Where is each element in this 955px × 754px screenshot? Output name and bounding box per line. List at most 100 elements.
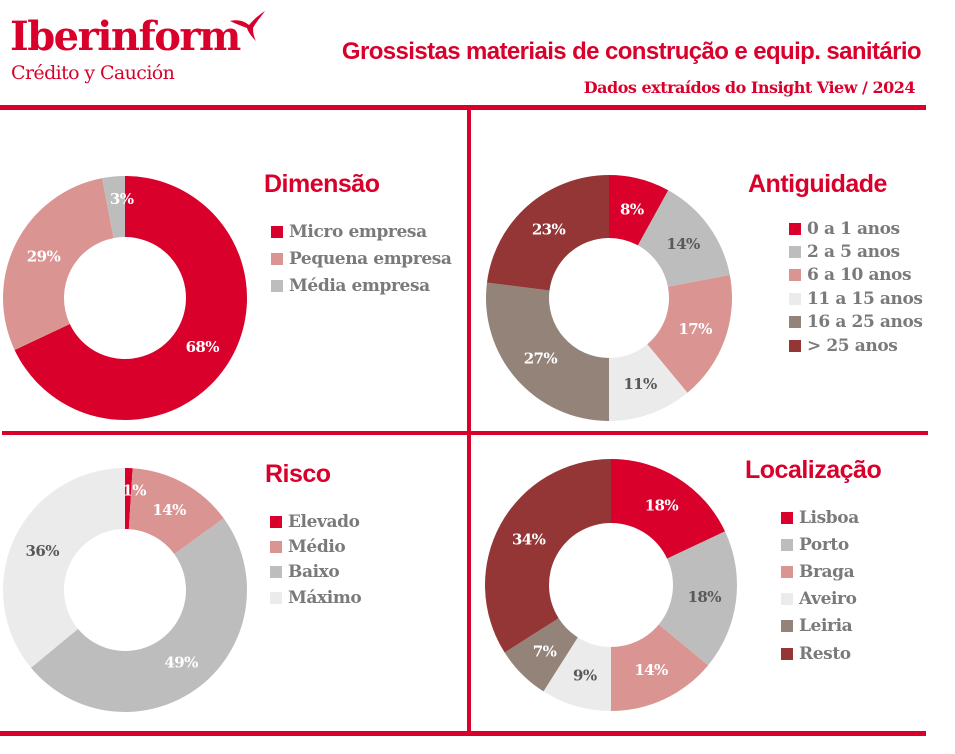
chart-title: Antiguidade — [748, 170, 887, 198]
legend-item: Máximo — [270, 585, 362, 610]
legend-item: Resto — [781, 640, 859, 667]
legend-item: Braga — [781, 558, 859, 585]
legend-label: 6 a 10 anos — [807, 265, 912, 286]
legend-swatch — [789, 339, 801, 352]
slice-data-label: 29% — [27, 247, 61, 265]
slice-data-label: 34% — [512, 531, 546, 549]
legend-swatch — [781, 593, 793, 606]
legend-label: Elevado — [288, 511, 360, 532]
legend-label: Braga — [799, 561, 855, 582]
panel-dimensao: 68% 29% 3% Dimensão Micro empresa Pequena … — [0, 110, 467, 431]
panel-localizacao: 18% 18% 14% 9% 7% 34% Localização Lisboa Port… — [471, 435, 955, 731]
legend-label: Lisboa — [799, 507, 859, 528]
legend-label: 2 a 5 anos — [807, 242, 900, 263]
donut-slice — [102, 176, 125, 239]
slice-data-label: 23% — [532, 220, 566, 238]
legend-swatch — [789, 222, 801, 235]
legend-swatch — [789, 316, 801, 329]
legend: Micro empresa Pequena empresa Média empr… — [271, 218, 452, 300]
legend-item: 16 a 25 anos — [789, 311, 923, 334]
slice-data-label: 36% — [26, 542, 60, 560]
chart-title: Dimensão — [264, 170, 380, 198]
legend-label: 16 a 25 anos — [807, 312, 923, 333]
donut-slice — [611, 459, 726, 559]
bottom-divider — [0, 731, 926, 736]
legend-swatch — [271, 279, 283, 292]
donut-slice — [647, 274, 732, 393]
donut-chart-risco: 1% 14% 49% 36% — [2, 468, 247, 712]
legend-item: Médio — [270, 534, 361, 559]
slice-data-label: 8% — [620, 200, 644, 218]
legend-item: Baixo — [270, 560, 361, 585]
slice-data-label: 17% — [678, 320, 712, 338]
donut-slice — [485, 459, 611, 653]
donut-slice — [2, 468, 125, 668]
top-divider — [0, 105, 926, 110]
donut-slice — [128, 468, 224, 555]
donut-slice — [486, 282, 609, 421]
slice-data-label: 7% — [533, 642, 557, 660]
slice-data-label: 68% — [186, 338, 220, 356]
legend-swatch — [781, 620, 793, 633]
legend-swatch — [789, 269, 801, 282]
legend-label: > 25 anos — [807, 335, 898, 356]
legend-label: 11 a 15 anos — [807, 288, 923, 309]
legend-swatch — [270, 515, 282, 528]
legend-item: > 25 anos — [789, 334, 923, 357]
donut-slice — [14, 176, 247, 420]
donut-chart-dimensao: 68% 29% 3% — [2, 176, 247, 420]
legend-swatch — [781, 647, 793, 660]
legend-swatch — [789, 246, 801, 259]
donut-slice — [609, 175, 669, 246]
donut-slice — [125, 468, 133, 530]
legend-label: Leiria — [799, 616, 853, 637]
legend-swatch — [271, 225, 283, 238]
slice-data-label: 14% — [152, 501, 186, 519]
slice-data-label: 14% — [666, 235, 700, 253]
legend-item: Porto — [781, 531, 859, 558]
donut-slice — [637, 190, 730, 287]
legend-swatch — [270, 591, 282, 604]
page-subtitle: Dados extraídos do Insight View / 2024 — [583, 78, 916, 97]
slice-data-label: 18% — [645, 497, 679, 515]
legend-item: 6 a 10 anos — [789, 264, 923, 287]
legend-label: Máximo — [288, 587, 362, 608]
legend-swatch — [271, 252, 283, 265]
legend-label: Porto — [799, 534, 849, 555]
legend-label: Média empresa — [289, 275, 430, 296]
legend-item: Média empresa — [271, 272, 452, 299]
legend-label: Médio — [288, 536, 346, 557]
slice-data-label: 14% — [634, 661, 668, 679]
legend-item: Pequena empresa — [271, 245, 452, 272]
legend-label: 0 a 1 anos — [807, 218, 900, 239]
middle-divider — [2, 431, 928, 435]
donut-slice — [611, 624, 709, 711]
legend-swatch — [270, 566, 282, 579]
legend-swatch — [781, 565, 793, 578]
legend-item: 2 a 5 anos — [789, 240, 923, 263]
legend-swatch — [781, 538, 793, 551]
chart-title: Risco — [265, 460, 331, 488]
slice-data-label: 1% — [122, 482, 146, 500]
legend-item: Elevado — [270, 509, 361, 534]
donut-slice — [609, 344, 688, 421]
legend: Lisboa Porto Braga Aveiro Leiria Resto — [781, 504, 859, 667]
legend-item: Lisboa — [781, 504, 859, 531]
legend-label: Aveiro — [799, 589, 857, 610]
donut-slice — [486, 175, 609, 291]
legend-swatch — [270, 540, 282, 553]
legend-swatch — [781, 511, 793, 524]
logo-name: Iberinform — [10, 13, 241, 60]
panel-antiguidade: 8% 14% 17% 11% 27% 23% Antiguidade 0 a 1 anos… — [471, 110, 955, 431]
legend-swatch — [789, 292, 801, 305]
slice-data-label: 3% — [110, 190, 134, 208]
logo-swoosh-icon — [230, 11, 265, 41]
logo-tagline: Crédito y Caución — [11, 62, 175, 84]
legend-label: Baixo — [288, 562, 340, 583]
legend-item: Micro empresa — [271, 218, 452, 245]
donut-chart-antiguidade: 8% 14% 17% 11% 27% 23% — [486, 175, 732, 421]
legend: 0 a 1 anos 2 a 5 anos 6 a 10 anos 11 a 1… — [789, 217, 923, 357]
legend-label: Micro empresa — [289, 221, 427, 242]
slice-data-label: 27% — [524, 350, 558, 368]
panel-risco: 1% 14% 49% 36% Risco Elevado Médio Baixo Má… — [0, 435, 467, 731]
